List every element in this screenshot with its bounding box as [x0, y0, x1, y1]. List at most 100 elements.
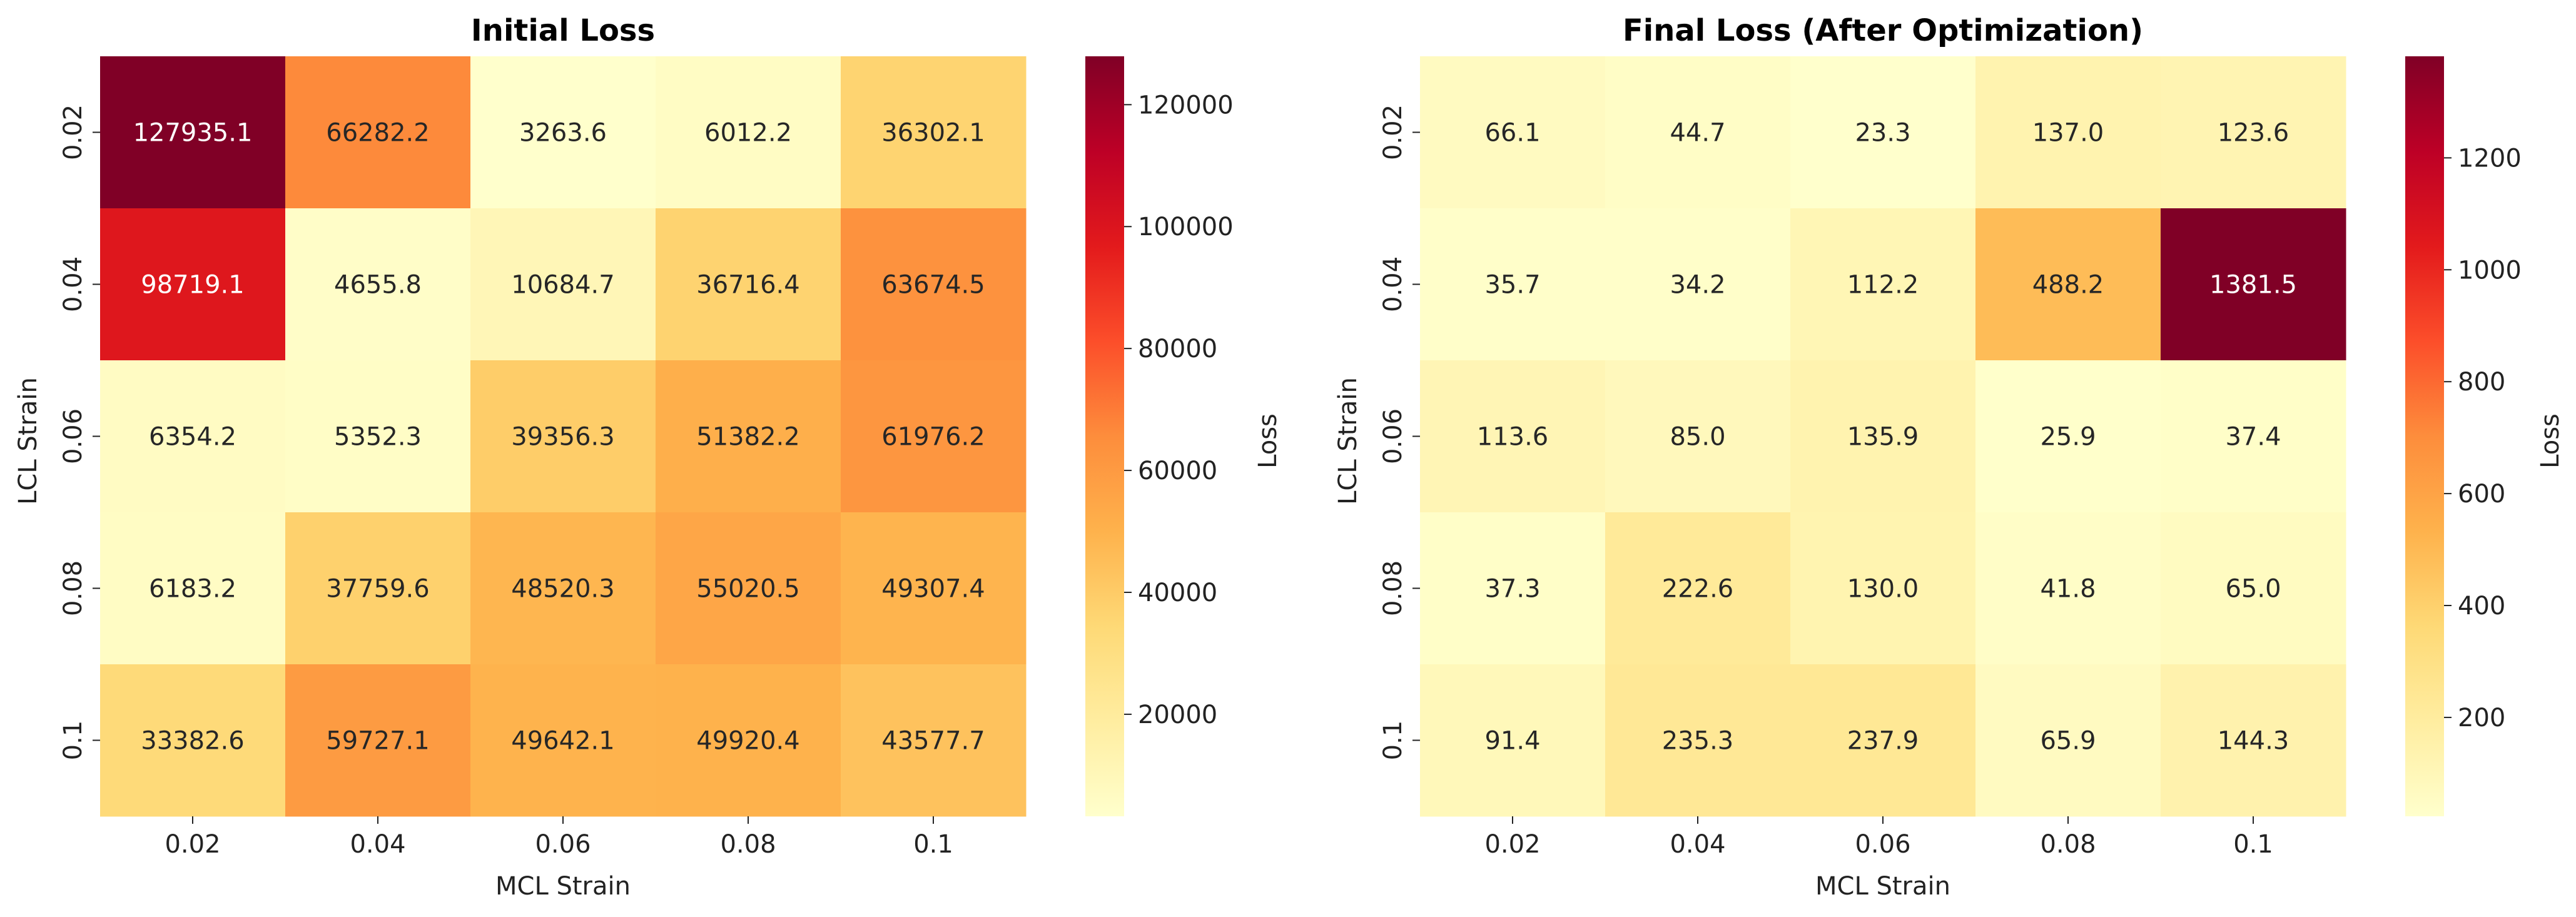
cell-value-label: 43577.7 — [881, 727, 985, 756]
heatmap-cell — [100, 664, 286, 817]
heatmap-cell — [1605, 512, 1791, 665]
heatmap-cell — [470, 512, 656, 665]
heatmap-cell — [2161, 56, 2346, 209]
heatmap-cell — [1420, 56, 1606, 209]
heatmap-cell — [841, 56, 1027, 209]
heatmap-cell — [100, 360, 286, 513]
cell-value-label: 98719.1 — [141, 271, 244, 300]
cell-value-label: 34.2 — [1670, 271, 1725, 300]
cell-value-label: 51382.2 — [696, 423, 799, 452]
heatmap-cell — [1605, 360, 1791, 513]
heatmap-cell — [285, 664, 471, 817]
cell-value-label: 41.8 — [2040, 575, 2096, 604]
cell-value-label: 137.0 — [2032, 119, 2104, 148]
cell-value-label: 66282.2 — [326, 119, 429, 148]
x-tick-label: 0.04 — [350, 830, 405, 859]
heatmap-panel-initial-loss: Initial Loss 127935.1 66282.2 3263.6 6012.2… — [14, 13, 1282, 901]
heatmap-cell — [1605, 208, 1791, 361]
heatmap-cell — [1790, 56, 1976, 209]
colorbar-tick-label: 1200 — [2458, 144, 2522, 173]
colorbar-tick-label: 200 — [2458, 704, 2505, 732]
heatmap-cells: 66.1 44.7 23.3 137.0 123.6 35.7 34.2 112.2 488.2… — [1420, 56, 2346, 817]
cell-value-label: 144.3 — [2218, 727, 2289, 756]
heatmap-cell — [841, 512, 1027, 665]
y-tick-label: 0.08 — [1379, 560, 1407, 616]
heatmap-cell — [1790, 512, 1976, 665]
y-tick-label: 0.1 — [1379, 721, 1407, 761]
colorbar-tick-label: 600 — [2458, 480, 2505, 509]
heatmap-cell — [285, 512, 471, 665]
heatmap-panel-final-loss: Final Loss (After Optimization) 66.1 44.7… — [1334, 13, 2565, 901]
cell-value-label: 130.0 — [1847, 575, 1919, 604]
cell-value-label: 33382.6 — [141, 727, 244, 756]
heatmap-cell — [656, 512, 841, 665]
x-axis: 0.02 0.04 0.06 0.08 0.1 — [1484, 816, 2273, 859]
heatmap-cell — [1975, 512, 2161, 665]
chart-title: Initial Loss — [471, 13, 655, 48]
heatmap-cell — [1605, 664, 1791, 817]
cell-value-label: 1381.5 — [2209, 271, 2297, 300]
cell-value-label: 10684.7 — [511, 271, 614, 300]
colorbar-gradient — [2405, 56, 2444, 816]
cell-value-label: 35.7 — [1484, 271, 1540, 300]
colorbar-label: Loss — [1254, 413, 1282, 469]
heatmap-cell — [2161, 664, 2346, 817]
x-tick-label: 0.02 — [1484, 830, 1540, 859]
colorbar-tick-label: 80000 — [1138, 335, 1217, 363]
y-tick-label: 0.02 — [59, 104, 88, 160]
cell-value-label: 37.4 — [2225, 423, 2281, 452]
cell-value-label: 55020.5 — [696, 575, 799, 604]
x-tick-label: 0.08 — [720, 830, 776, 859]
y-axis-label: LCL Strain — [14, 377, 43, 505]
y-tick-label: 0.04 — [59, 256, 88, 312]
cell-value-label: 65.9 — [2040, 727, 2096, 756]
x-tick-label: 0.1 — [913, 830, 953, 859]
colorbar-tick-label: 800 — [2458, 368, 2505, 397]
heatmap-cell — [841, 208, 1027, 361]
cell-value-label: 49642.1 — [511, 727, 614, 756]
heatmap-cell — [656, 664, 841, 817]
cell-value-label: 235.3 — [1662, 727, 1734, 756]
y-axis: 0.02 0.04 0.06 0.08 0.1 — [1379, 104, 1420, 760]
cell-value-label: 49307.4 — [881, 575, 985, 604]
heatmap-cell — [100, 512, 286, 665]
cell-value-label: 36716.4 — [696, 271, 799, 300]
colorbar: 200 400 600 800 1000 1200 — [2405, 56, 2522, 816]
cell-value-label: 44.7 — [1670, 119, 1725, 148]
cell-value-label: 48520.3 — [511, 575, 614, 604]
colorbar-tick-label: 100000 — [1138, 213, 1234, 241]
x-axis-label: MCL Strain — [1815, 872, 1950, 901]
cell-value-label: 91.4 — [1484, 727, 1540, 756]
heatmap-cell — [841, 360, 1027, 513]
heatmap-cell — [285, 56, 471, 209]
x-tick-label: 0.04 — [1670, 830, 1725, 859]
y-tick-label: 0.08 — [59, 560, 88, 616]
colorbar-tick-label: 20000 — [1138, 701, 1217, 729]
heatmap-cell — [1975, 664, 2161, 817]
cell-value-label: 66.1 — [1484, 119, 1540, 148]
cell-value-label: 222.6 — [1662, 575, 1734, 604]
x-axis-label: MCL Strain — [495, 872, 631, 901]
cell-value-label: 36302.1 — [881, 119, 985, 148]
cell-value-label: 65.0 — [2225, 575, 2281, 604]
heatmap-cell — [1420, 664, 1606, 817]
cell-value-label: 237.9 — [1847, 727, 1919, 756]
heatmap-cell — [1790, 360, 1976, 513]
heatmap-cell — [470, 208, 656, 361]
x-axis: 0.02 0.04 0.06 0.08 0.1 — [165, 816, 953, 859]
cell-value-label: 6012.2 — [704, 119, 792, 148]
cell-value-label: 6183.2 — [149, 575, 236, 604]
cell-value-label: 6354.2 — [149, 423, 236, 452]
heatmap-cell — [656, 56, 841, 209]
y-tick-label: 0.1 — [59, 721, 88, 761]
y-tick-label: 0.02 — [1379, 104, 1407, 160]
cell-value-label: 37759.6 — [326, 575, 429, 604]
cell-value-label: 25.9 — [2040, 423, 2096, 452]
heatmap-cell — [1420, 512, 1606, 665]
heatmap-cell — [470, 360, 656, 513]
cell-value-label: 112.2 — [1847, 271, 1919, 300]
colorbar-tick-label: 120000 — [1138, 91, 1234, 119]
cell-value-label: 61976.2 — [881, 423, 985, 452]
heatmap-cell — [656, 360, 841, 513]
